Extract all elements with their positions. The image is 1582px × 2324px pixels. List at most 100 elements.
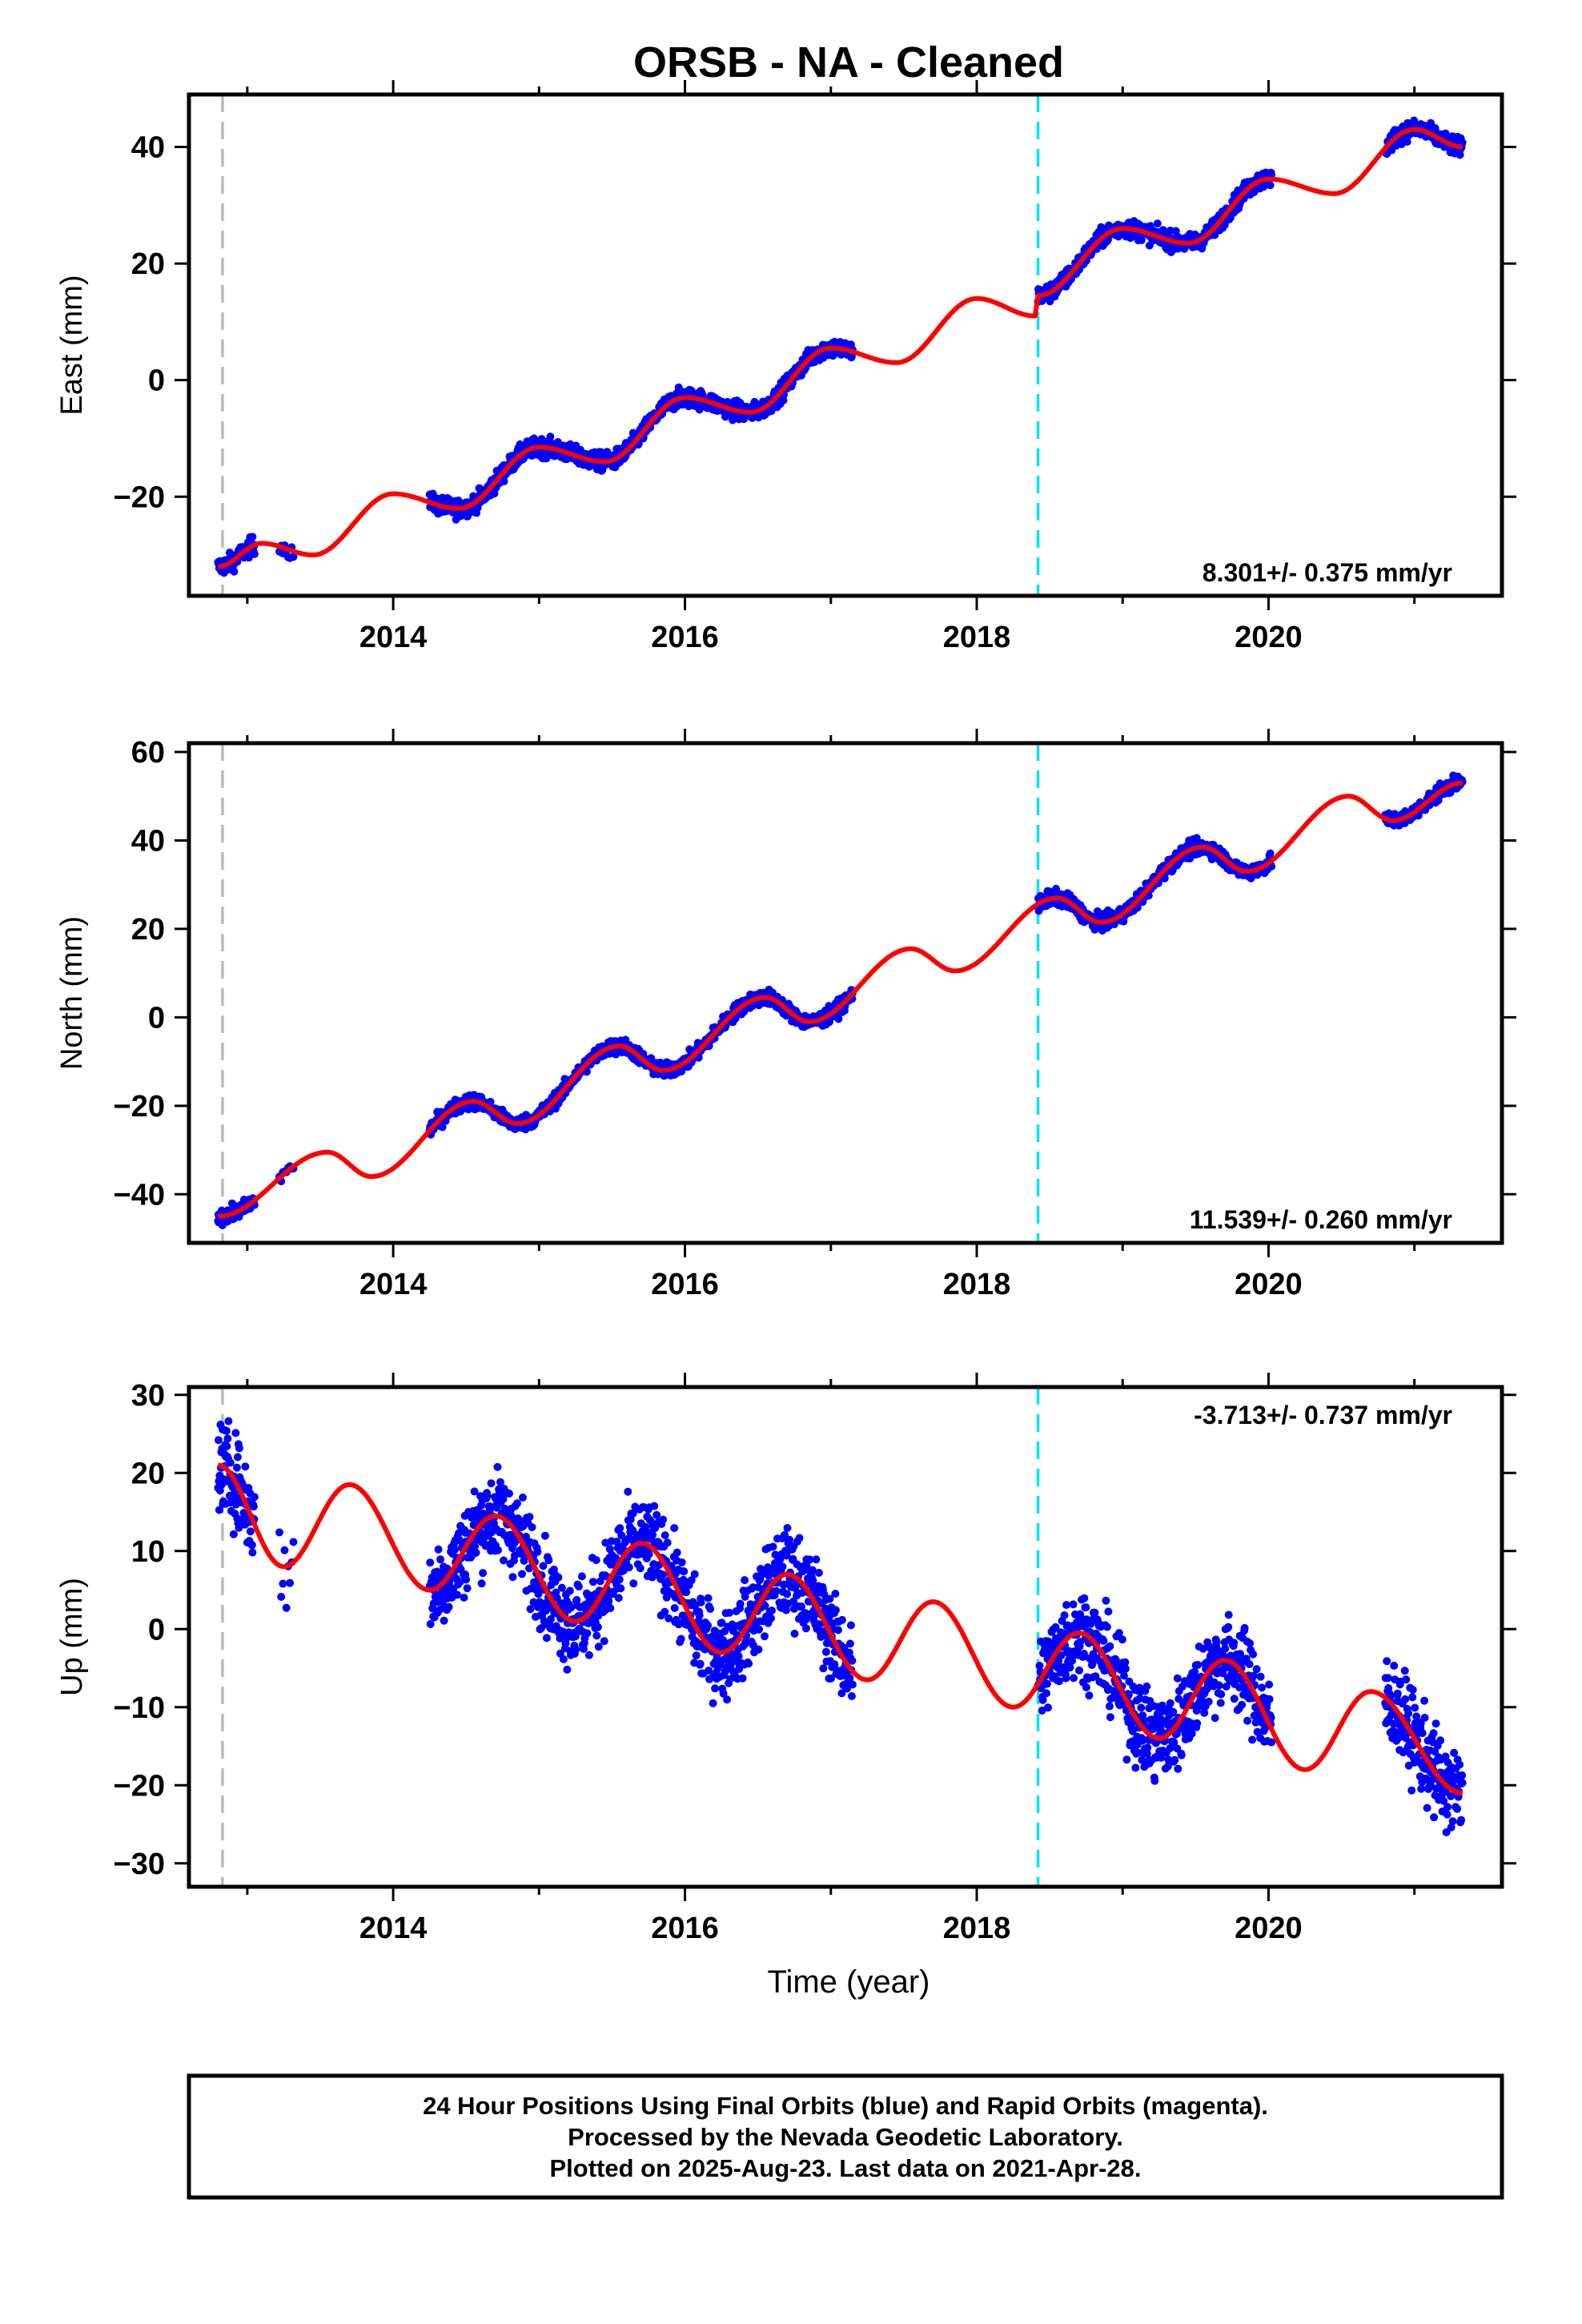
data-point: [436, 1555, 445, 1564]
data-point: [690, 1570, 699, 1578]
data-point: [487, 1479, 496, 1488]
data-point: [658, 1570, 667, 1579]
data-point: [241, 1462, 250, 1471]
data-point: [247, 1541, 256, 1550]
data-point: [741, 1576, 749, 1585]
data-point: [616, 1524, 624, 1533]
data-point: [778, 1562, 787, 1571]
data-point: [606, 1604, 615, 1613]
y-tick-label: −40: [114, 1178, 165, 1212]
data-point: [250, 549, 259, 558]
data-point: [592, 1631, 601, 1640]
y-tick-label: 0: [148, 1001, 165, 1035]
data-point: [500, 1556, 508, 1565]
data-point: [472, 1548, 480, 1557]
data-point: [528, 1523, 536, 1532]
data-point: [588, 1578, 597, 1586]
data-points: [214, 1417, 1467, 1836]
data-point: [229, 1530, 238, 1538]
data-point: [834, 1015, 843, 1023]
data-point: [767, 1614, 775, 1622]
y-tick-label: 40: [131, 824, 165, 858]
data-point: [680, 1567, 689, 1576]
data-point: [226, 1458, 235, 1467]
data-point: [451, 1546, 460, 1554]
y-tick-label: 60: [131, 736, 165, 770]
data-point: [286, 1578, 295, 1587]
data-point: [462, 1575, 471, 1584]
data-point: [214, 1436, 223, 1445]
data-point: [248, 1548, 257, 1557]
data-point: [783, 1524, 792, 1532]
data-point: [559, 1655, 568, 1663]
data-point: [695, 1611, 704, 1620]
data-point: [565, 1586, 574, 1595]
y-axis-label: North (mm): [55, 916, 89, 1070]
data-point: [546, 432, 555, 441]
data-point: [483, 1491, 492, 1500]
data-point: [616, 1584, 625, 1593]
data-point: [444, 1602, 453, 1611]
data-point: [554, 1573, 563, 1582]
data-point: [650, 1502, 659, 1510]
data-point: [790, 1630, 799, 1638]
data-point: [513, 1499, 521, 1508]
data-point: [486, 1097, 495, 1106]
data-point: [542, 1634, 551, 1642]
x-tick-label: 2016: [651, 621, 719, 654]
model-fit-curve: [217, 127, 1464, 569]
data-point: [572, 1645, 580, 1654]
data-point: [1160, 874, 1169, 883]
data-point: [232, 1463, 241, 1472]
data-point: [231, 1429, 240, 1437]
data-point: [769, 1542, 777, 1551]
data-point: [505, 1490, 513, 1498]
data-point: [289, 1538, 298, 1546]
data-point: [537, 435, 546, 444]
data-point: [709, 1699, 717, 1707]
data-point: [250, 1493, 259, 1502]
data-point: [539, 1562, 548, 1570]
data-point: [277, 1593, 286, 1601]
x-tick-label: 2014: [359, 621, 428, 654]
data-point: [463, 1584, 472, 1593]
data-point: [583, 1629, 592, 1638]
y-tick-label: 0: [148, 364, 165, 398]
data-point: [659, 1515, 668, 1524]
data-point: [540, 1531, 549, 1540]
figure-title: ORSB - NA - Cleaned: [633, 38, 1064, 86]
x-tick-label: 2016: [651, 1268, 719, 1301]
data-point: [526, 1605, 535, 1614]
data-point: [584, 1651, 593, 1659]
data-point: [738, 1674, 747, 1683]
data-point: [600, 1637, 608, 1646]
x-tick-label: 2020: [1235, 621, 1303, 654]
data-point: [706, 1605, 715, 1613]
data-point: [624, 1487, 632, 1496]
data-point: [493, 1462, 502, 1471]
data-point: [426, 1558, 435, 1567]
data-point: [624, 1563, 633, 1572]
data-point: [235, 1444, 243, 1453]
x-tick-label: 2014: [359, 1268, 428, 1301]
data-point: [582, 1068, 591, 1076]
panel-frame: [187, 92, 1504, 598]
data-point: [508, 1573, 517, 1582]
y-tick-label: 20: [131, 247, 165, 281]
data-point: [592, 1556, 600, 1565]
data-point: [604, 1597, 613, 1605]
data-point: [282, 1603, 291, 1612]
data-point: [704, 1594, 713, 1602]
y-tick-label: −20: [114, 1090, 165, 1124]
data-point: [434, 1545, 443, 1554]
data-point: [224, 1417, 233, 1425]
data-point: [673, 1548, 681, 1557]
data-point: [426, 1620, 435, 1628]
data-point: [460, 1594, 468, 1602]
x-tick-label: 2018: [943, 621, 1011, 654]
data-point: [574, 1582, 583, 1591]
data-point: [696, 1659, 705, 1668]
data-point: [479, 1569, 488, 1578]
